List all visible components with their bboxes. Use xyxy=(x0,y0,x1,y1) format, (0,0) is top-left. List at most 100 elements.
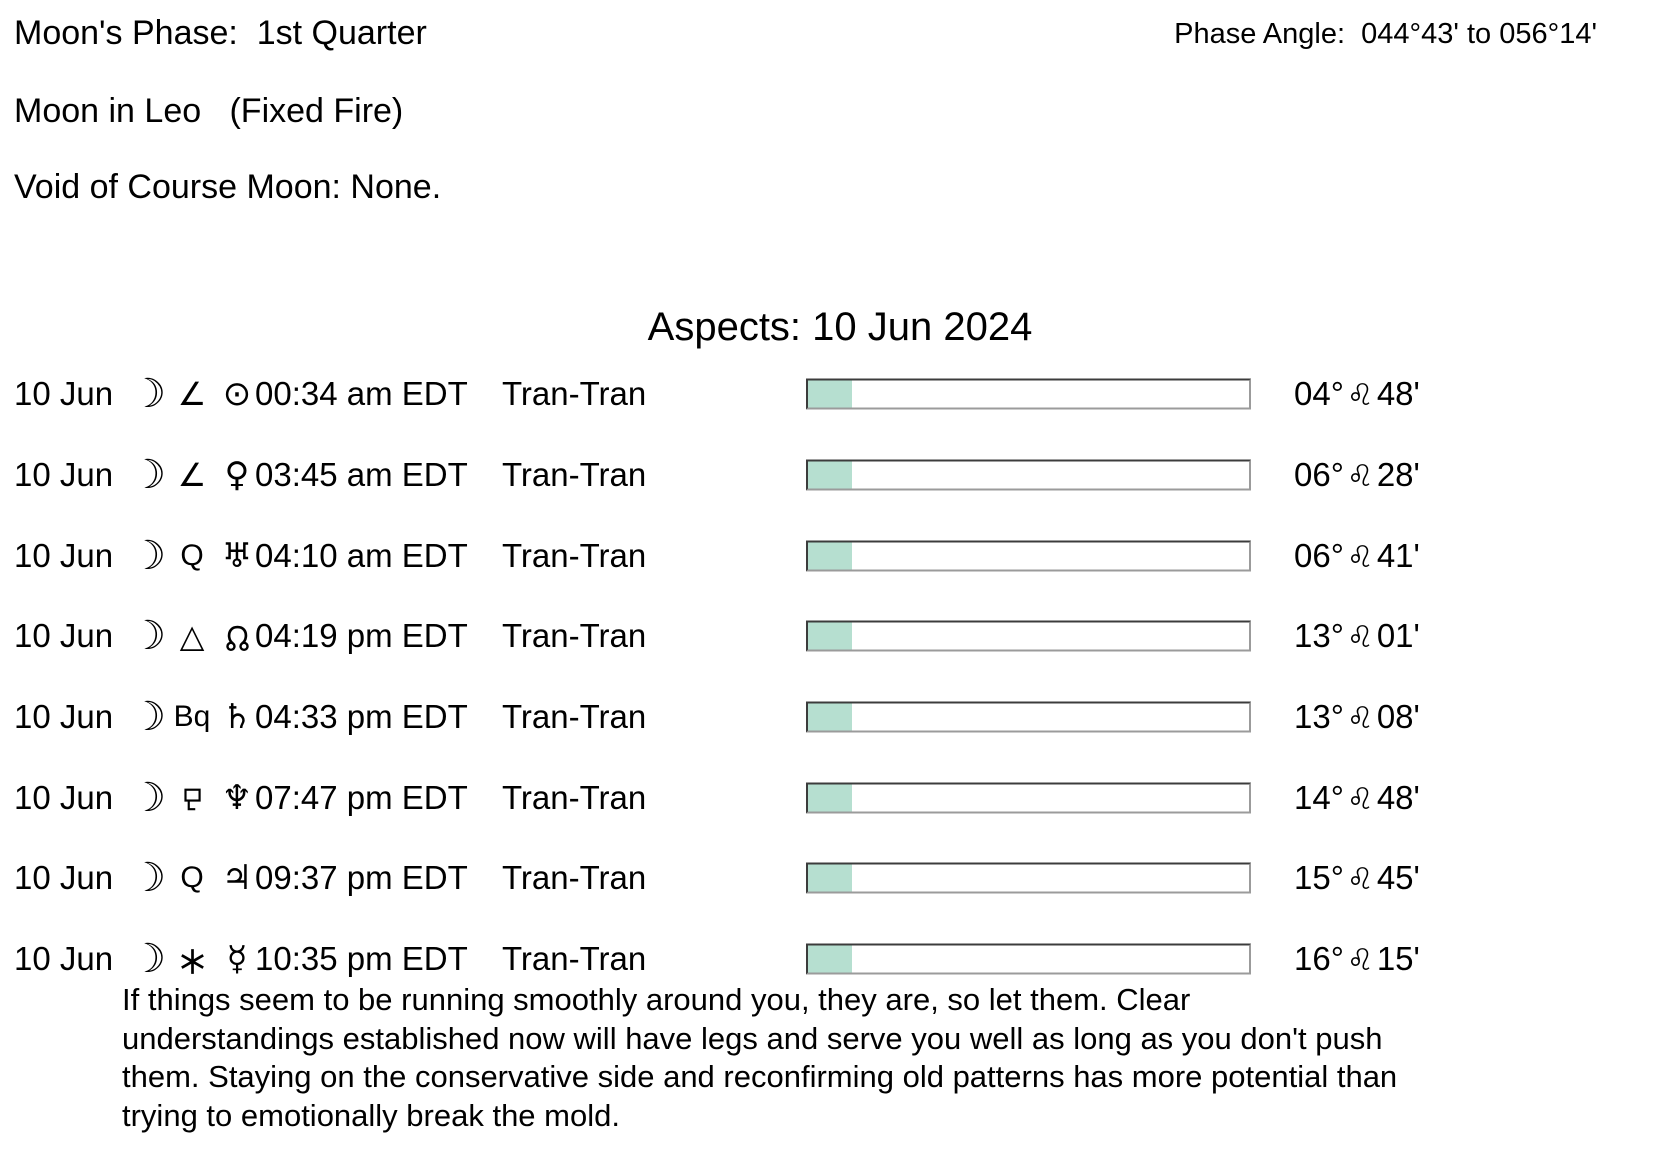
time-cell: 00:34 am EDT xyxy=(255,375,468,413)
aspects-title: Aspects: 10 Jun 2024 xyxy=(647,305,1033,349)
orb-progress-bar xyxy=(806,378,1251,410)
degree-value: 13° xyxy=(1294,617,1344,655)
degree-value: 16° xyxy=(1294,940,1344,978)
date-cell: 10 Jun xyxy=(14,859,114,897)
progress-fill xyxy=(808,703,853,731)
sun-icon: ⊙ xyxy=(222,374,252,415)
degree-cell: 15° ♌45' xyxy=(1294,859,1420,897)
aspect-row: 10 Jun ☽ Bq ♄ 04:33 pm EDT Tran-Tran 13°… xyxy=(0,677,1680,758)
minute-value: 48' xyxy=(1376,375,1420,413)
leo-sign-icon: ♌ xyxy=(1346,701,1374,737)
moon-icon: ☽ xyxy=(130,532,166,579)
progress-fill xyxy=(808,864,853,892)
aspect-row: 10 Jun ☽ Q ♅ 04:10 am EDT Tran-Tran 06° ♌… xyxy=(0,515,1680,596)
void-of-course-line: Void of Course Moon: None. xyxy=(14,168,442,206)
semisquare-icon: ∠ xyxy=(177,375,207,414)
minute-value: 15' xyxy=(1376,940,1420,978)
degree-cell: 06° ♌41' xyxy=(1294,537,1420,575)
type-cell: Tran-Tran xyxy=(502,617,647,655)
aspect-row: 10 Jun ☽ ∠ ⊙ 00:34 am EDT Tran-Tran 04° ♌… xyxy=(0,354,1680,435)
degree-value: 14° xyxy=(1294,778,1344,816)
moon-icon: ☽ xyxy=(130,936,166,983)
date-cell: 10 Jun xyxy=(14,456,114,494)
time-cell: 04:10 am EDT xyxy=(255,536,468,574)
orb-progress-bar xyxy=(806,943,1251,975)
type-cell: Tran-Tran xyxy=(502,375,647,413)
progress-fill xyxy=(808,461,853,489)
moon-icon: ☽ xyxy=(130,694,166,741)
type-cell: Tran-Tran xyxy=(502,940,647,978)
moon-sign-line: Moon in Leo (Fixed Fire) xyxy=(14,92,404,130)
time-cell: 04:33 pm EDT xyxy=(255,698,468,736)
progress-fill xyxy=(808,784,853,812)
progress-fill xyxy=(808,542,853,570)
aspect-row: 10 Jun ☽ △ 04:19 pm EDT Tran-Tran 13° ♌01… xyxy=(0,596,1680,677)
degree-value: 15° xyxy=(1294,859,1344,897)
orb-progress-bar xyxy=(806,862,1251,894)
phase-angle-line: Phase Angle: 044°43' to 056°14' xyxy=(1174,18,1597,50)
type-cell: Tran-Tran xyxy=(502,456,647,494)
time-cell: 09:37 pm EDT xyxy=(255,859,468,897)
type-cell: Tran-Tran xyxy=(502,698,647,736)
aspect-row: 10 Jun ☽ ♆ 07:47 pm EDT Tran-Tran 14° ♌48… xyxy=(0,757,1680,838)
interpretation-text: If things seem to be running smoothly ar… xyxy=(122,982,1398,1133)
degree-cell: 06° ♌28' xyxy=(1294,456,1420,494)
leo-sign-icon: ♌ xyxy=(1346,781,1374,817)
minute-value: 41' xyxy=(1376,536,1420,574)
type-cell: Tran-Tran xyxy=(502,536,647,574)
type-cell: Tran-Tran xyxy=(502,778,647,816)
trine-icon: △ xyxy=(179,617,205,656)
type-cell: Tran-Tran xyxy=(502,859,647,897)
orb-progress-bar xyxy=(806,701,1251,733)
moon-icon: ☽ xyxy=(130,855,166,902)
leo-sign-icon: ♌ xyxy=(1346,459,1374,495)
degree-cell: 14° ♌48' xyxy=(1294,779,1420,817)
date-cell: 10 Jun xyxy=(14,698,114,736)
progress-fill xyxy=(808,380,853,408)
date-cell: 10 Jun xyxy=(14,617,114,655)
aspect-row: 10 Jun ☽ Q ♃ 09:37 pm EDT Tran-Tran 15° ♌… xyxy=(0,838,1680,919)
venus-icon: ♀ xyxy=(224,455,250,496)
sextile-icon xyxy=(168,940,216,978)
degree-cell: 16° ♌15' xyxy=(1294,940,1420,978)
leo-sign-icon: ♌ xyxy=(1346,378,1374,414)
jupiter-icon: ♃ xyxy=(221,858,253,899)
minute-value: 28' xyxy=(1376,456,1420,494)
degree-value: 04° xyxy=(1294,375,1344,413)
aspect-row: 10 Jun ☽ ☿ 10:35 pm EDT Tran-Tran 16° ♌15… xyxy=(0,919,1680,1000)
semisquare-icon: ∠ xyxy=(177,456,207,495)
leo-sign-icon: ♌ xyxy=(1346,862,1374,898)
leo-sign-icon: ♌ xyxy=(1346,620,1374,656)
minute-value: 01' xyxy=(1376,617,1420,655)
time-cell: 07:47 pm EDT xyxy=(255,778,468,816)
degree-value: 13° xyxy=(1294,698,1344,736)
leo-sign-icon: ♌ xyxy=(1346,539,1374,575)
biquintile-icon: Bq xyxy=(173,700,211,734)
date-cell: 10 Jun xyxy=(14,940,114,978)
minute-value: 45' xyxy=(1376,859,1420,897)
uranus-icon: ♅ xyxy=(221,535,253,576)
aspect-row: 10 Jun ☽ ∠ ♀ 03:45 am EDT Tran-Tran 06° ♌… xyxy=(0,435,1680,516)
quintile-icon: Q xyxy=(180,538,204,572)
moon-icon: ☽ xyxy=(130,371,166,418)
degree-value: 06° xyxy=(1294,536,1344,574)
sesquiquadrate-icon xyxy=(168,779,216,817)
moon-icon: ☽ xyxy=(130,613,166,660)
neptune-icon: ♆ xyxy=(221,777,253,818)
aspects-table: 10 Jun ☽ ∠ ⊙ 00:34 am EDT Tran-Tran 04° ♌… xyxy=(0,354,1680,1000)
mercury-icon: ☿ xyxy=(226,939,248,980)
orb-progress-bar xyxy=(806,782,1251,814)
progress-fill xyxy=(808,945,853,973)
time-cell: 03:45 am EDT xyxy=(255,456,468,494)
moons-phase-line: Moon's Phase: 1st Quarter xyxy=(14,14,427,52)
orb-progress-bar xyxy=(806,459,1251,491)
date-cell: 10 Jun xyxy=(14,536,114,574)
saturn-icon: ♄ xyxy=(221,697,253,738)
orb-progress-bar xyxy=(806,540,1251,572)
degree-cell: 13° ♌08' xyxy=(1294,698,1420,736)
minute-value: 48' xyxy=(1376,778,1420,816)
moon-icon: ☽ xyxy=(130,774,166,821)
degree-value: 06° xyxy=(1294,456,1344,494)
time-cell: 10:35 pm EDT xyxy=(255,940,468,978)
orb-progress-bar xyxy=(806,620,1251,652)
